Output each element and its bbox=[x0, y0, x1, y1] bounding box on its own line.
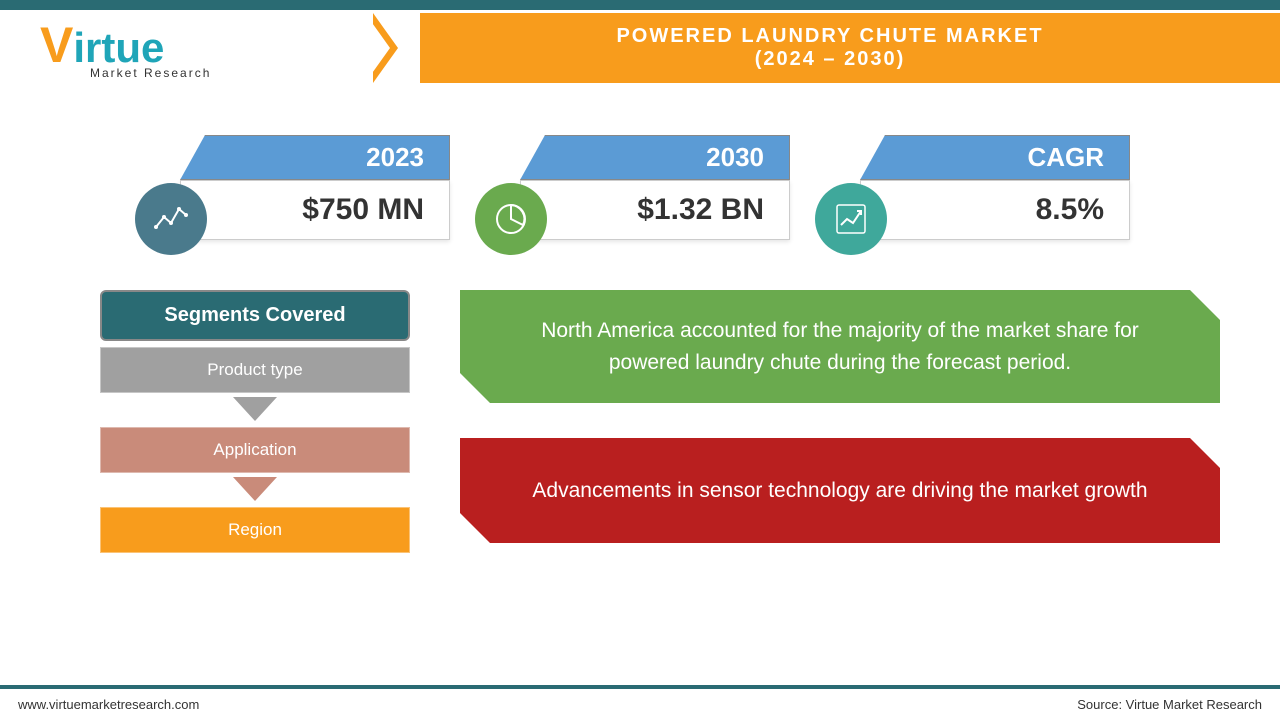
top-accent-bar bbox=[0, 0, 1280, 10]
footer-website: www.virtuemarketresearch.com bbox=[18, 697, 199, 712]
logo-main-text: irtue bbox=[73, 24, 164, 71]
line-chart-icon bbox=[135, 183, 207, 255]
stat-tab: 2023 bbox=[180, 135, 450, 180]
stat-row: 2023 $750 MN 2030 $1.32 BN CAGR 8.5% bbox=[100, 135, 1220, 240]
arrow-divider-icon bbox=[365, 13, 405, 83]
growth-chart-icon bbox=[815, 183, 887, 255]
stat-card-2023: 2023 $750 MN bbox=[180, 135, 450, 240]
segments-header: Segments Covered bbox=[100, 290, 410, 341]
lower-row: Segments Covered Product type Applicatio… bbox=[100, 290, 1220, 553]
insight-driver: Advancements in sensor technology are dr… bbox=[460, 438, 1220, 543]
footer-source: Source: Virtue Market Research bbox=[1077, 697, 1262, 712]
stat-tab: CAGR bbox=[860, 135, 1130, 180]
chevron-down-icon bbox=[233, 397, 277, 421]
title-line1: POWERED LAUNDRY CHUTE MARKET bbox=[420, 25, 1240, 48]
segment-application: Application bbox=[100, 427, 410, 473]
stat-value: $1.32 BN bbox=[520, 180, 790, 240]
content-area: 2023 $750 MN 2030 $1.32 BN CAGR 8.5% Seg… bbox=[0, 85, 1280, 573]
segments-column: Segments Covered Product type Applicatio… bbox=[100, 290, 410, 553]
stat-value: 8.5% bbox=[860, 180, 1130, 240]
stat-card-cagr: CAGR 8.5% bbox=[860, 135, 1130, 240]
stat-value: $750 MN bbox=[180, 180, 450, 240]
pie-chart-icon bbox=[475, 183, 547, 255]
chevron-down-icon bbox=[233, 477, 277, 501]
insights-column: North America accounted for the majority… bbox=[460, 290, 1220, 553]
segment-region: Region bbox=[100, 507, 410, 553]
logo-sub-text: Market Research bbox=[90, 66, 350, 80]
segment-product-type: Product type bbox=[100, 347, 410, 393]
footer: www.virtuemarketresearch.com Source: Vir… bbox=[0, 685, 1280, 720]
stat-card-2030: 2030 $1.32 BN bbox=[520, 135, 790, 240]
stat-tab: 2030 bbox=[520, 135, 790, 180]
header: Virtue Market Research POWERED LAUNDRY C… bbox=[0, 10, 1280, 85]
title-line2: (2024 – 2030) bbox=[420, 48, 1240, 71]
title-bar: POWERED LAUNDRY CHUTE MARKET (2024 – 203… bbox=[420, 13, 1280, 83]
logo: Virtue Market Research bbox=[0, 16, 350, 80]
logo-v-mark: V bbox=[40, 17, 73, 73]
insight-regional: North America accounted for the majority… bbox=[460, 290, 1220, 403]
